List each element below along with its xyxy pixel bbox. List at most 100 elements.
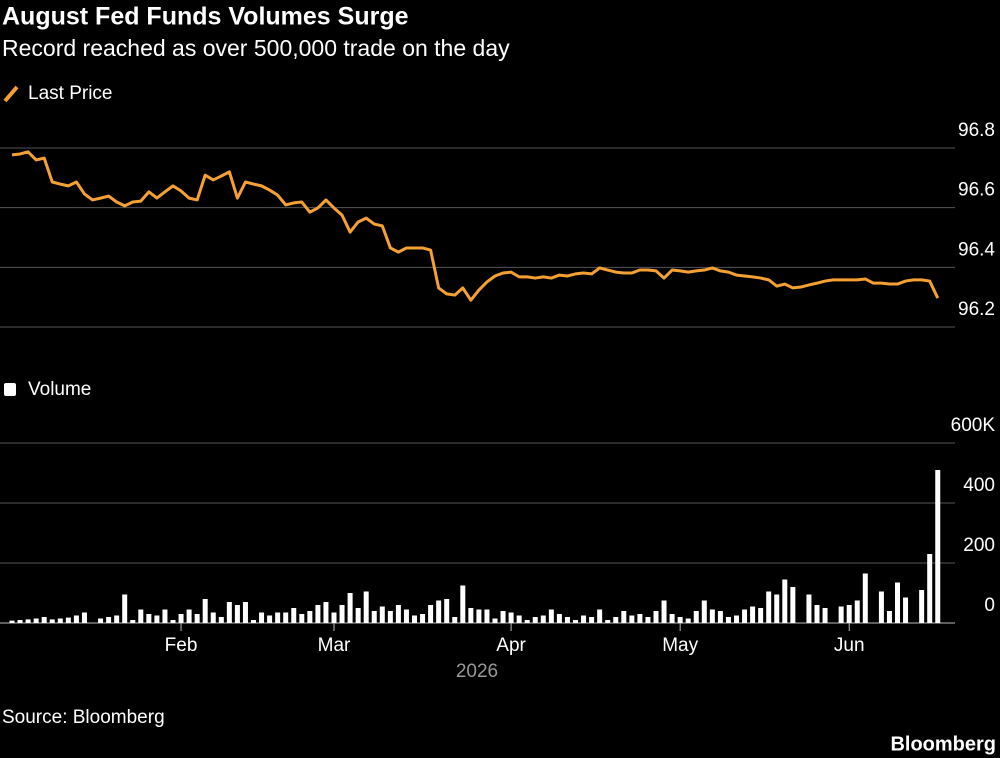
volume-bar (605, 620, 611, 623)
volume-bar (315, 605, 321, 623)
volume-bar (307, 611, 313, 623)
brand: Bloomberg (890, 733, 996, 755)
volume-bar (283, 612, 289, 623)
volume-bar (637, 614, 643, 623)
volume-bar (492, 618, 498, 623)
volume-bar (444, 599, 450, 623)
volume-bar (291, 608, 297, 623)
volume-bar (846, 605, 852, 623)
volume-bar (242, 602, 248, 623)
volume-bar (484, 609, 490, 623)
volume-bar (709, 609, 715, 623)
y-tick-label: 0 (984, 595, 995, 616)
volume-bar (862, 573, 868, 623)
volume-bar (573, 620, 578, 623)
volume-bar (186, 609, 192, 623)
legend-label: Last Price (28, 83, 112, 104)
volume-bar (412, 615, 417, 623)
volume-bar (114, 615, 120, 623)
volume-bar (194, 614, 200, 623)
volume-bar (597, 609, 603, 623)
volume-bar (275, 612, 281, 623)
volume-bar (202, 599, 208, 623)
volume-bar (403, 609, 409, 623)
volume-bar (130, 620, 136, 623)
legend-icon (4, 383, 16, 396)
volume-bar (331, 612, 337, 623)
volume-bar (581, 615, 587, 623)
volume-bar (33, 618, 39, 623)
chart-title: August Fed Funds Volumes Surge (2, 3, 409, 31)
volume-bar (782, 579, 788, 623)
volume-bar (363, 591, 369, 623)
volume-bar (919, 590, 925, 623)
volume-bar (138, 609, 144, 623)
volume-bar (379, 606, 385, 623)
price-line (11, 150, 940, 302)
volume-bar (653, 611, 659, 623)
volume-bar (323, 602, 329, 623)
volume-bar (589, 617, 595, 623)
x-tick-label: May (662, 635, 698, 656)
volume-bar (218, 617, 224, 623)
volume-bar (838, 606, 844, 623)
y-tick-label: 96.4 (958, 239, 995, 260)
source: Source: Bloomberg (2, 707, 165, 728)
volume-bar (452, 617, 458, 623)
volume-bar (790, 587, 796, 623)
volume-bar (371, 611, 377, 623)
x-tick-label: Feb (165, 635, 198, 656)
volume-bar (460, 585, 466, 623)
volume-bar (524, 620, 530, 623)
volume-bar (717, 611, 723, 623)
volume-bar (508, 612, 514, 623)
volume-bar (806, 594, 812, 623)
volume-bar (251, 620, 256, 623)
x-axis-label: 2026 (456, 661, 498, 682)
y-tick-label: 400 (963, 475, 995, 496)
y-tick-label: 200 (963, 535, 995, 556)
volume-bar (532, 617, 538, 623)
volume-bar (886, 611, 892, 623)
volume-bar (210, 612, 216, 623)
volume-bar (540, 615, 546, 623)
volume-bar (476, 609, 482, 623)
volume-bar (878, 591, 884, 623)
volume-bar (17, 620, 23, 623)
volume-bar (669, 614, 675, 623)
volume-bar (178, 614, 184, 623)
volume-bar (742, 609, 748, 623)
volume-bar (299, 614, 305, 623)
volume-bar (822, 608, 828, 623)
y-tick-label: 600K (951, 415, 996, 436)
volume-bar (122, 594, 128, 623)
volume-bar (854, 600, 860, 623)
volume-bar (725, 617, 731, 623)
x-tick-label: Jun (834, 635, 865, 656)
volume-bar (106, 617, 112, 623)
volume-bar (259, 612, 265, 623)
volume-bar (774, 594, 780, 623)
volume-bar (935, 470, 941, 623)
volume-bar (98, 618, 104, 623)
volume-bar (81, 612, 87, 623)
volume-bar (395, 605, 401, 623)
y-tick-label: 96.8 (958, 120, 995, 141)
volume-bar (234, 605, 240, 623)
volume-bar (613, 617, 619, 623)
volume-bar (226, 602, 232, 623)
volume-bar (387, 611, 393, 623)
volume-bar (9, 620, 15, 623)
volume-bar (154, 615, 160, 623)
volume-bar (895, 582, 900, 623)
volume-bar (621, 611, 627, 623)
volume-bar (734, 615, 739, 623)
volume-bar (57, 618, 63, 623)
volume-bar (685, 618, 691, 623)
volume-bar (170, 620, 176, 623)
y-tick-label: 96.2 (958, 299, 995, 320)
volume-bar (25, 619, 31, 623)
